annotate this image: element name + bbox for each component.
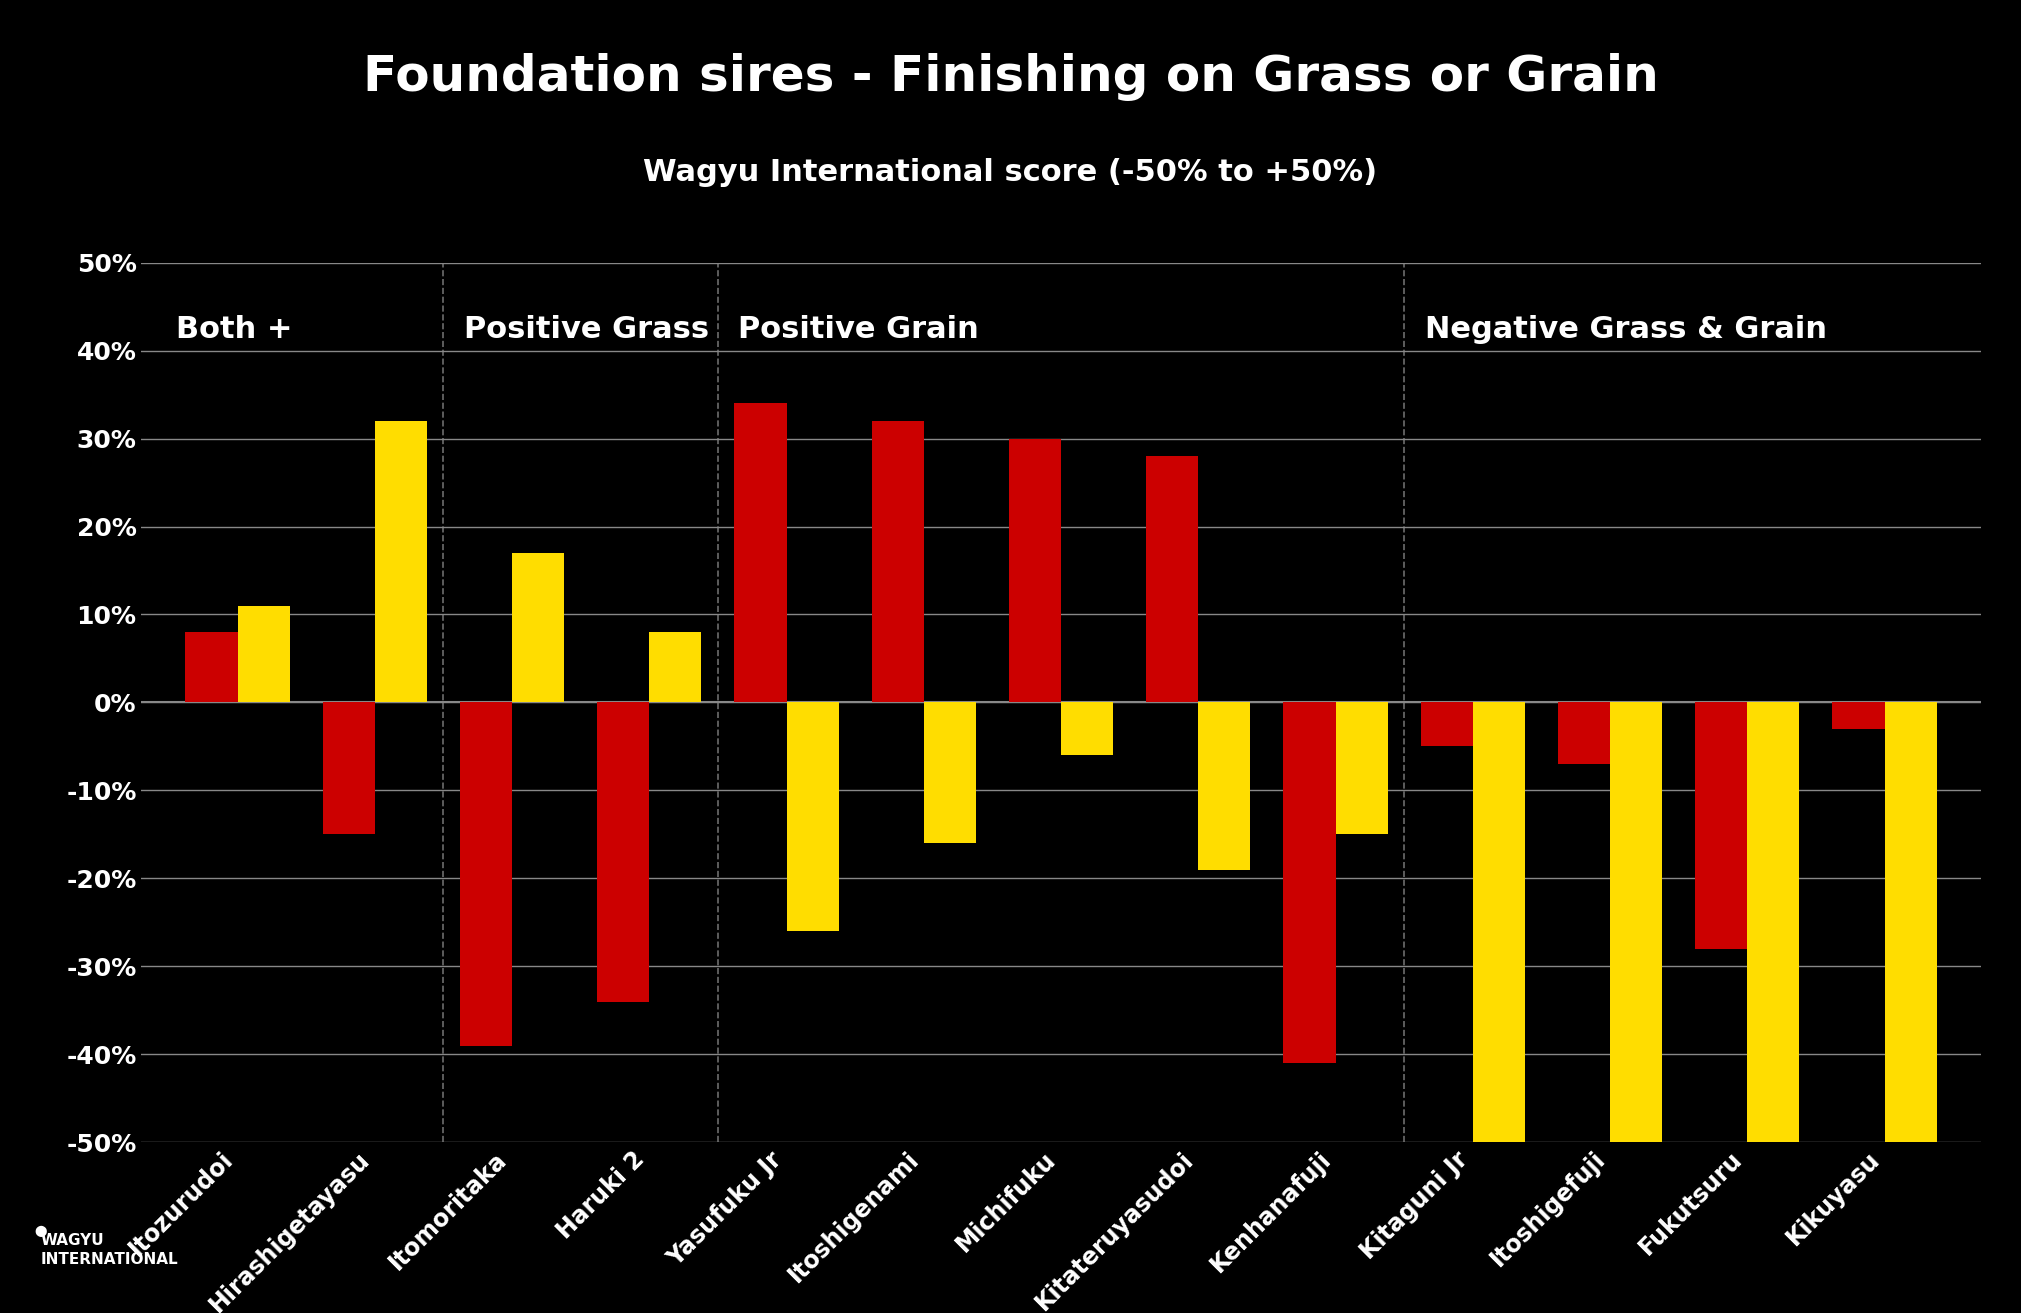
Bar — [786, 702, 839, 931]
Text: Wagyu International score (-50% to +50%): Wagyu International score (-50% to +50%) — [643, 158, 1378, 186]
Text: Positive Grain: Positive Grain — [738, 315, 980, 344]
Bar — [511, 553, 564, 702]
Bar — [1061, 702, 1114, 755]
Bar — [871, 421, 924, 702]
Bar — [186, 632, 238, 702]
Bar — [238, 605, 289, 702]
Bar — [374, 421, 426, 702]
Bar — [596, 702, 649, 1002]
Bar — [1473, 702, 1526, 1142]
Bar — [1198, 702, 1251, 869]
Bar — [1748, 702, 1799, 1142]
Bar — [734, 403, 786, 702]
Text: Negative Grass & Grain: Negative Grass & Grain — [1425, 315, 1827, 344]
Text: ⬤: ⬤ — [34, 1225, 46, 1237]
Text: Both +: Both + — [176, 315, 293, 344]
Bar — [1833, 702, 1884, 729]
Text: Foundation sires - Finishing on Grass or Grain: Foundation sires - Finishing on Grass or… — [362, 53, 1659, 101]
Bar — [1696, 702, 1748, 949]
Bar — [924, 702, 976, 843]
Bar — [1421, 702, 1473, 746]
Bar — [1146, 456, 1198, 702]
Bar — [1336, 702, 1388, 835]
Bar — [461, 702, 511, 1045]
Bar — [1558, 702, 1611, 764]
Text: WAGYU
INTERNATIONAL: WAGYU INTERNATIONAL — [40, 1233, 178, 1267]
Text: Positive Grass: Positive Grass — [465, 315, 709, 344]
Bar — [1884, 702, 1936, 1142]
Bar — [1008, 439, 1061, 702]
Bar — [649, 632, 701, 702]
Bar — [323, 702, 374, 835]
Bar — [1283, 702, 1336, 1064]
Bar — [1611, 702, 1661, 1142]
